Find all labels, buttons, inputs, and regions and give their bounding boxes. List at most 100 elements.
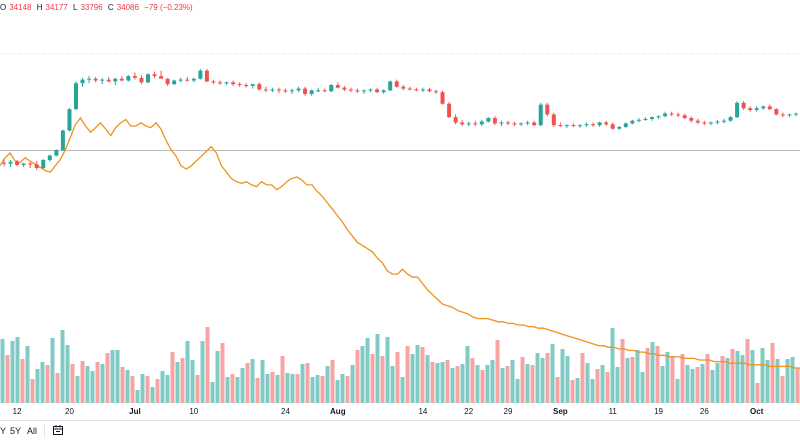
candle-body bbox=[722, 120, 726, 122]
range-button-partial[interactable]: Y bbox=[0, 426, 7, 436]
candle-body bbox=[244, 85, 249, 86]
x-axis-tick-label: 11 bbox=[609, 407, 618, 416]
volume-bar bbox=[430, 362, 435, 403]
volume-bar bbox=[485, 365, 490, 403]
volume-bar bbox=[700, 364, 705, 403]
candle-body bbox=[538, 104, 543, 126]
volume-bar bbox=[765, 360, 770, 403]
volume-bar bbox=[570, 380, 575, 403]
candle-body bbox=[460, 122, 465, 125]
volume-bar bbox=[555, 377, 560, 403]
candle-body bbox=[329, 85, 334, 92]
candle-body bbox=[119, 78, 124, 81]
candle-body bbox=[113, 78, 118, 82]
candle-body bbox=[231, 82, 236, 85]
volume-bar bbox=[250, 359, 255, 403]
volume-bar bbox=[0, 339, 5, 403]
candle-body bbox=[296, 88, 301, 91]
volume-bar bbox=[675, 379, 680, 403]
candle-body bbox=[198, 70, 203, 79]
candle-body bbox=[676, 114, 681, 116]
volume-bar bbox=[330, 360, 335, 403]
volume-bar bbox=[405, 346, 410, 403]
candle-body bbox=[342, 87, 347, 90]
price-chart[interactable]: 1220Jul1024Aug142229Sep111926Oct9 bbox=[0, 0, 800, 420]
x-axis-tick-label: 12 bbox=[13, 407, 22, 416]
candle-body bbox=[617, 126, 622, 129]
volume-bar bbox=[275, 375, 280, 403]
volume-bar bbox=[135, 390, 140, 403]
candle-body bbox=[571, 125, 576, 127]
candle-body bbox=[322, 90, 327, 92]
volume-bar bbox=[375, 334, 380, 403]
candle-body bbox=[368, 89, 373, 91]
volume-bar bbox=[75, 376, 80, 403]
volume-bar bbox=[525, 364, 530, 403]
volume-bar bbox=[685, 365, 690, 403]
candle-body bbox=[545, 104, 550, 115]
volume-bar bbox=[795, 368, 800, 403]
volume-bar bbox=[315, 375, 320, 403]
candle-body bbox=[407, 88, 412, 90]
volume-bar bbox=[520, 357, 525, 403]
volume-bar bbox=[480, 370, 485, 403]
candle-body bbox=[60, 130, 65, 151]
range-button-5y[interactable]: 5Y bbox=[10, 426, 22, 436]
volume-bar bbox=[210, 382, 215, 403]
volume-bar bbox=[150, 387, 155, 403]
candle-body bbox=[335, 85, 340, 88]
volume-bar bbox=[465, 346, 470, 403]
legend-change: −79 (−0.23%) bbox=[144, 3, 193, 12]
volume-bar bbox=[490, 360, 495, 403]
volume-bar bbox=[655, 346, 660, 403]
candle-body bbox=[623, 123, 628, 127]
candle-body bbox=[54, 150, 59, 156]
candle-body bbox=[237, 84, 242, 86]
candle-body bbox=[479, 121, 484, 125]
volume-bar bbox=[260, 360, 265, 403]
volume-bar bbox=[25, 346, 30, 403]
candle-body bbox=[263, 89, 268, 91]
range-button-all[interactable]: All bbox=[27, 426, 38, 436]
volume-bar bbox=[30, 379, 35, 403]
volume-bar bbox=[285, 373, 290, 403]
volume-bar bbox=[100, 364, 105, 403]
candle-body bbox=[492, 118, 497, 124]
legend-close-label: C bbox=[107, 3, 114, 12]
volume-bar bbox=[510, 360, 515, 403]
candle-body bbox=[362, 90, 366, 92]
candle-body bbox=[218, 82, 222, 84]
volume-bar bbox=[590, 379, 595, 403]
candle-body bbox=[152, 74, 157, 77]
calendar-icon[interactable] bbox=[52, 424, 64, 438]
volume-bar bbox=[145, 376, 150, 403]
volume-bar bbox=[775, 359, 780, 403]
volume-bar bbox=[180, 358, 185, 403]
legend-open-label: O bbox=[0, 3, 7, 12]
volume-bar bbox=[420, 347, 425, 403]
volume-bar bbox=[220, 343, 225, 403]
volume-bar bbox=[395, 352, 400, 403]
candle-body bbox=[185, 79, 190, 81]
candle-body bbox=[303, 88, 308, 94]
legend-high-value: 34177 bbox=[45, 3, 68, 12]
candle-body bbox=[702, 122, 707, 124]
volume-bar bbox=[235, 377, 240, 403]
toolbar-separator bbox=[0, 420, 800, 421]
volume-bar bbox=[65, 345, 70, 403]
candle-body bbox=[172, 80, 177, 85]
candle-body bbox=[597, 122, 602, 126]
candle-body bbox=[447, 103, 452, 118]
volume-bar bbox=[345, 376, 350, 403]
volume-bar bbox=[90, 371, 95, 403]
candle-body bbox=[486, 118, 491, 122]
x-axis-tick-label: 14 bbox=[418, 407, 427, 416]
volume-bar bbox=[435, 363, 440, 403]
volume-bar bbox=[70, 364, 75, 403]
volume-bar bbox=[740, 355, 745, 403]
candle-body bbox=[689, 118, 694, 121]
candle-body bbox=[67, 109, 72, 131]
candle-body bbox=[28, 163, 33, 165]
x-axis-tick-label: Jul bbox=[129, 407, 141, 416]
candle-body bbox=[695, 120, 700, 123]
